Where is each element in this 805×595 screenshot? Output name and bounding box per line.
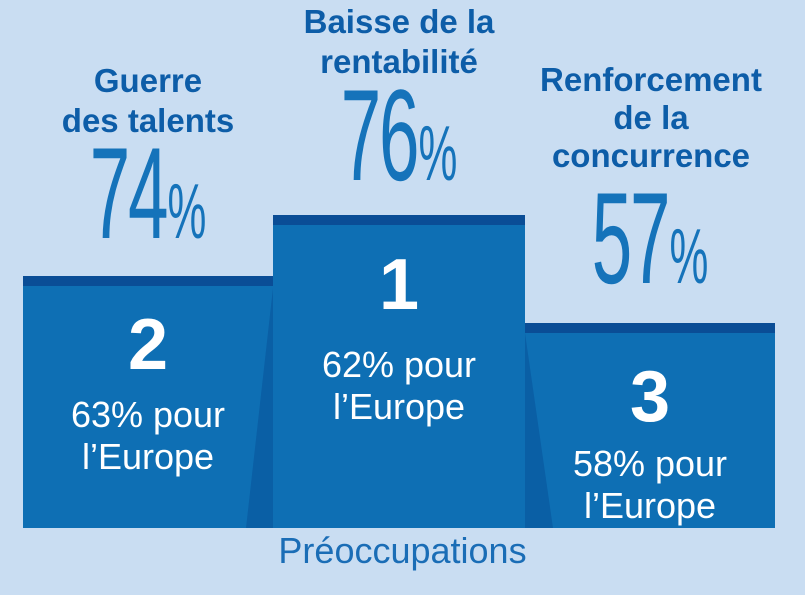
category-title-concurrence: Renforcement de la concurrence: [540, 61, 762, 174]
chart-caption: Préoccupations: [278, 530, 527, 571]
percent-sign: %: [418, 109, 458, 197]
value-baisse-rentabilite: 76%: [328, 70, 469, 200]
europe-detail: 58% pour l’Europe: [572, 443, 728, 526]
rank-number: 3: [629, 357, 671, 437]
category-title-guerre-des-talents: Guerre des talents: [61, 62, 235, 139]
rank-number: 1: [378, 245, 420, 325]
podium-block-rank-2: 2 63% pour l’Europe: [23, 276, 273, 528]
category-title-baisse-rentabilite: Baisse de la rentabilité: [303, 3, 495, 80]
percent-sign: %: [669, 212, 709, 300]
value-concurrence: 57%: [580, 173, 720, 303]
europe-detail: 62% pour l’Europe: [321, 344, 477, 427]
rank-number: 2: [127, 305, 169, 385]
value-digits: 57: [591, 165, 671, 311]
europe-detail: 63% pour l’Europe: [70, 394, 226, 477]
value-guerre-des-talents: 74%: [78, 128, 218, 258]
value-digits: 76: [340, 62, 420, 208]
value-digits: 74: [89, 120, 169, 266]
percent-sign: %: [167, 167, 207, 255]
podium-block-rank-1: 1 62% pour l’Europe: [273, 215, 525, 528]
podium-block-rank-3: 3 58% pour l’Europe: [525, 323, 775, 528]
